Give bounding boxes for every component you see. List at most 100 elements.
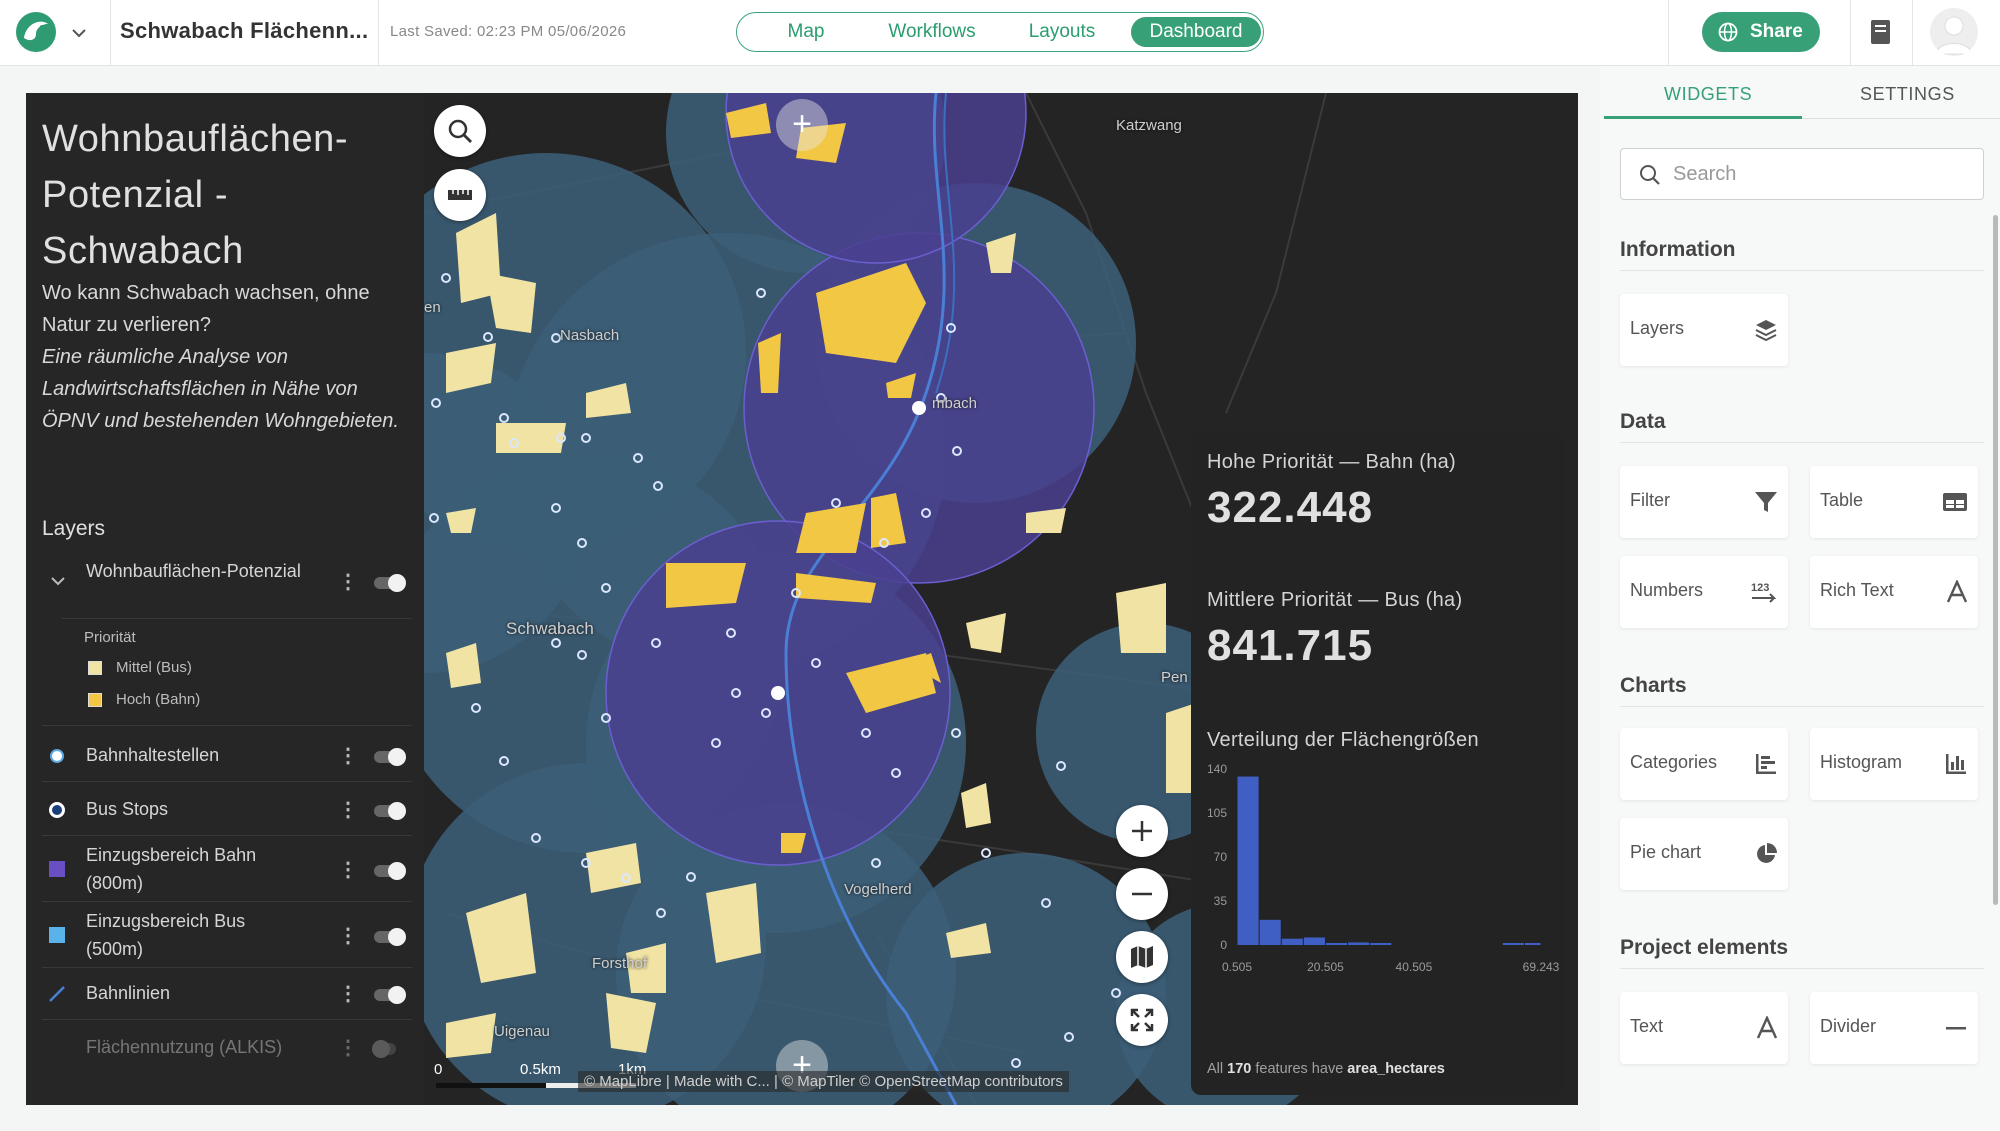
widget-label: Table: [1820, 490, 1864, 510]
bar-chart-horizontal-icon: [1756, 754, 1776, 774]
widget-search[interactable]: [1620, 148, 1984, 200]
more-icon[interactable]: ⋮: [338, 799, 358, 821]
widget-label: Categories: [1630, 752, 1718, 772]
layer-visibility-toggle[interactable]: [374, 802, 406, 820]
histogram-bar[interactable]: [1502, 943, 1524, 945]
book-icon[interactable]: [1868, 18, 1894, 46]
story-panel: Wohnbauflächen-Potenzial - Schwabach Wo …: [26, 93, 424, 1105]
widget-card-pie-chart[interactable]: Pie chart: [1620, 818, 1788, 890]
widget-label: Layers: [1630, 318, 1685, 338]
project-title[interactable]: Schwabach Flächenn...: [120, 18, 369, 43]
legend-title: Priorität: [84, 629, 136, 646]
histogram-bar[interactable]: [1303, 937, 1325, 945]
layer-row[interactable]: Flächennutzung (ALKIS) ⋮: [42, 1025, 412, 1071]
widget-card-numbers[interactable]: Numbers 123: [1620, 556, 1788, 628]
numbers-icon: 123: [1751, 582, 1777, 603]
histogram-bar[interactable]: [1370, 943, 1392, 945]
line-icon: [49, 986, 65, 1002]
layer-visibility-toggle[interactable]: [372, 1040, 396, 1058]
layer-visibility-toggle[interactable]: [374, 748, 406, 766]
tab-workflows[interactable]: Workflows: [888, 21, 976, 42]
layer-row[interactable]: Bahnlinien ⋮: [42, 971, 412, 1017]
tab-widgets[interactable]: WIDGETS: [1664, 84, 1753, 104]
layer-row[interactable]: Einzugsbereich Bahn (800m) ⋮: [42, 839, 412, 901]
map-search-button[interactable]: [434, 105, 486, 157]
legend-swatch: [88, 693, 102, 707]
add-widget-button[interactable]: +: [776, 99, 828, 151]
histogram-bar[interactable]: [1237, 776, 1259, 945]
widget-card-table[interactable]: Table: [1810, 466, 1978, 538]
layer-visibility-toggle[interactable]: [374, 574, 406, 592]
layer-row[interactable]: Einzugsbereich Bus (500m) ⋮: [42, 905, 412, 967]
histogram-bar[interactable]: [1348, 942, 1370, 945]
svg-text:123: 123: [1751, 582, 1769, 594]
widget-card-divider[interactable]: Divider: [1810, 992, 1978, 1064]
tab-settings[interactable]: SETTINGS: [1860, 84, 1955, 104]
tab-map[interactable]: Map: [787, 21, 825, 42]
share-button[interactable]: Share: [1702, 12, 1820, 52]
place-label: en: [424, 299, 441, 316]
widget-card-histogram[interactable]: Histogram: [1810, 728, 1978, 800]
histogram-bar[interactable]: [1259, 919, 1281, 945]
layer-row[interactable]: Wohnbauflächen-Potenzial ⋮: [42, 555, 412, 615]
layers-heading: Layers: [42, 517, 106, 540]
search-icon: [1640, 165, 1660, 185]
layer-name: Bahnlinien: [86, 983, 171, 1003]
layer-visibility-toggle[interactable]: [374, 986, 406, 1004]
divider: [1912, 0, 1913, 66]
zoom-in-button[interactable]: [1116, 805, 1168, 857]
note-middle: features have: [1255, 1061, 1344, 1077]
tab-layouts[interactable]: Layouts: [1028, 21, 1096, 42]
layer-name: Bahnhaltestellen: [86, 745, 220, 765]
layer-visibility-toggle[interactable]: [374, 862, 406, 880]
divider: [42, 725, 412, 726]
measure-button[interactable]: [434, 169, 486, 221]
divider: [110, 0, 111, 66]
basemap-button[interactable]: [1116, 931, 1168, 983]
chevron-down-icon[interactable]: [70, 24, 88, 42]
histogram-bar[interactable]: [1524, 943, 1541, 945]
histogram-bar[interactable]: [1281, 938, 1303, 945]
widget-card-filter[interactable]: Filter: [1620, 466, 1788, 538]
basemap-icon: [1131, 946, 1153, 968]
avatar[interactable]: [1930, 8, 1978, 56]
legend-label: Mittel (Bus): [116, 659, 192, 676]
layer-name: Flächennutzung (ALKIS): [86, 1037, 283, 1057]
more-icon[interactable]: ⋮: [338, 571, 358, 593]
divider: [1620, 442, 1984, 443]
section-title: Data: [1620, 410, 1666, 433]
more-icon[interactable]: ⋮: [338, 859, 358, 881]
story-description: Eine räumliche Analyse von Landwirtschaf…: [42, 346, 399, 432]
widget-label: Divider: [1820, 1016, 1877, 1036]
more-icon[interactable]: ⋮: [338, 1037, 358, 1059]
x-tick-label: 69.243: [1523, 960, 1560, 974]
more-icon[interactable]: ⋮: [338, 983, 358, 1005]
tab-dashboard[interactable]: Dashboard: [1131, 17, 1261, 47]
widget-card-categories[interactable]: Categories: [1620, 728, 1788, 800]
filter-icon: [1755, 492, 1777, 512]
dashboard-widgets-panel: Hohe Priorität — Bahn (ha) 322.448 Mittl…: [1191, 433, 1565, 1095]
story-subtitle: Wo kann Schwabach wachsen, ohne Natur zu…: [42, 282, 370, 336]
fullscreen-button[interactable]: [1116, 994, 1168, 1046]
logo-icon[interactable]: [14, 10, 58, 54]
chevron-down-icon[interactable]: [50, 573, 66, 589]
divider: [42, 835, 412, 836]
note-prefix: All: [1207, 1061, 1224, 1077]
search-input[interactable]: [1673, 160, 1963, 188]
more-icon[interactable]: ⋮: [338, 925, 358, 947]
map-attribution[interactable]: © MapLibre | Made with C... | © MapTiler…: [578, 1071, 1069, 1092]
more-icon[interactable]: ⋮: [338, 745, 358, 767]
scrollbar[interactable]: [1993, 215, 1998, 905]
layer-row[interactable]: Bus Stops ⋮: [42, 787, 412, 833]
map-canvas[interactable]: Katzwang Nasbach Schwabach Vogelherd For…: [26, 93, 1578, 1105]
layer-visibility-toggle[interactable]: [374, 928, 406, 946]
widget-label: Numbers: [1630, 580, 1704, 600]
zoom-out-button[interactable]: [1116, 868, 1168, 920]
text-icon: [1756, 1016, 1778, 1039]
layer-row[interactable]: Bahnhaltestellen ⋮: [42, 733, 412, 779]
histogram-bar[interactable]: [1325, 943, 1348, 945]
divider: [62, 618, 412, 619]
widget-card-layers[interactable]: Layers: [1620, 294, 1788, 366]
widget-card-rich-text[interactable]: Rich Text: [1810, 556, 1978, 628]
widget-card-text[interactable]: Text: [1620, 992, 1788, 1064]
